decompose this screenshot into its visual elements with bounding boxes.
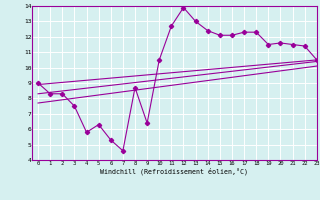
X-axis label: Windchill (Refroidissement éolien,°C): Windchill (Refroidissement éolien,°C)	[100, 167, 248, 175]
